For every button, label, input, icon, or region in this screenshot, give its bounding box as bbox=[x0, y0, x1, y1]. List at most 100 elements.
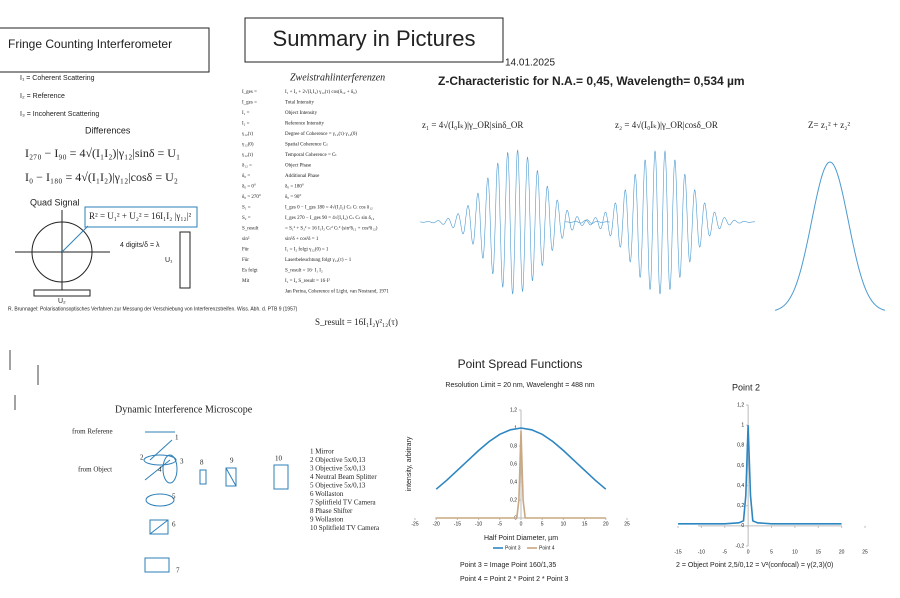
reference: R. Brunnagel: Polarisationsoptisches Ver… bbox=[8, 306, 298, 312]
x-axis-label: Half Point Diameter, µm bbox=[484, 535, 558, 542]
wollaston bbox=[225, 467, 237, 487]
part-label: 6 Wollaston bbox=[310, 490, 344, 498]
zwei-line: sin²δ + cos²δ = 1 bbox=[285, 236, 319, 242]
camera bbox=[144, 557, 170, 573]
title-box bbox=[244, 17, 504, 63]
wave-plots bbox=[419, 149, 886, 311]
microscope-title: Dynamic Interference Microscope bbox=[115, 404, 253, 415]
y-tick-label: -0,2 bbox=[736, 543, 745, 549]
y-tick-label: 0,8 bbox=[737, 443, 744, 449]
part-label: 9 Wollaston bbox=[310, 516, 344, 524]
zwei-line: Object Intensity bbox=[285, 111, 318, 116]
component-number: 9 bbox=[230, 457, 234, 465]
charts: Point Spread Functions Resolution Limit =… bbox=[406, 357, 868, 583]
x-tick-label: -15 bbox=[674, 549, 681, 555]
y-axis-label: intensity, arbitrary bbox=[406, 436, 413, 491]
zwei-line: Für bbox=[242, 248, 249, 253]
zwei-line: δ₀ = bbox=[242, 174, 250, 179]
zwei-line: S₁ = bbox=[242, 206, 251, 211]
zwei-line: I₂ = bbox=[242, 122, 250, 127]
series-line bbox=[435, 427, 607, 490]
zwei-line: I₁ = I₂ folgt γ₁₂(0) = 1 bbox=[285, 248, 329, 253]
zwei-line: I₁ = I₂ S_result = 16·I² bbox=[285, 278, 330, 284]
zwei-line: Mit bbox=[242, 279, 250, 284]
y-tick-label: 0,6 bbox=[510, 461, 517, 467]
zwei-line: = S₁² + S₂² = 16 I₁I₂ Cₛ² Cₜ² (sin²δ₁₂ +… bbox=[285, 226, 378, 232]
component-number: 1 bbox=[175, 434, 179, 442]
zwei-line: S₂ = bbox=[242, 216, 251, 221]
objective bbox=[143, 454, 177, 466]
zchar-title: Z-Characteristic for N.A.= 0,45, Wavelen… bbox=[438, 74, 745, 88]
zwei-line: I₁ = bbox=[242, 111, 250, 116]
x-tick-label: 25 bbox=[624, 521, 630, 527]
zwei-line: Degree of Coherence = γ₁₂(τ)·γ₁₂(0) bbox=[285, 132, 357, 137]
zwei-line: Temporal Coherence = Cₜ bbox=[285, 153, 337, 158]
part-label: 2 Objective 5x/0,13 bbox=[310, 456, 366, 464]
zwei-line: I₁ + I₂ + 2√(I₁I₂) γ₁₂(τ) cos(δ₁₂ + δ₀) bbox=[285, 89, 357, 95]
x-tick-label: 0 bbox=[747, 549, 750, 555]
zchar-label: Z= z₁² + z₂² bbox=[808, 120, 850, 130]
wave-packet bbox=[419, 149, 610, 295]
fringe-legend: I₃ = Incoherent Scattering bbox=[20, 111, 99, 118]
fringe-legend: I₂ = Reference bbox=[20, 93, 65, 100]
y-tick-label: 0,2 bbox=[510, 497, 517, 503]
x-tick-label: 25 bbox=[862, 549, 868, 555]
objective bbox=[145, 493, 175, 507]
zwei-line: γ₁₂(0) bbox=[242, 143, 254, 148]
legend-label: Point 4 bbox=[539, 545, 555, 551]
series-line bbox=[678, 425, 842, 525]
y-tick-label: 0,6 bbox=[737, 463, 744, 469]
x-tick-label: 0 bbox=[520, 521, 523, 527]
zwei-line: sin² bbox=[242, 236, 250, 242]
y-tick-label: 0,4 bbox=[737, 483, 744, 489]
zwei-title: Zweistrahlinterferenzen bbox=[290, 72, 385, 83]
x-tick-label: -25 bbox=[411, 521, 418, 527]
component-number: 3 bbox=[180, 458, 184, 466]
zwei-line: γ₁₂(τ) bbox=[242, 132, 253, 137]
component-number: 7 bbox=[176, 567, 180, 575]
zwei-line: Additional Phase bbox=[285, 174, 320, 179]
component-number: 2 bbox=[140, 454, 144, 462]
objective bbox=[162, 454, 178, 484]
beam-label: from Referene bbox=[72, 428, 113, 436]
part-label: 8 Phase Shifter bbox=[310, 507, 353, 515]
zwei-line: Laserbeleuchtung folgt γ₁₂(τ) ~ 1 bbox=[285, 258, 352, 263]
zwei-line: I_ges = bbox=[242, 90, 257, 95]
x-tick-label: 10 bbox=[792, 549, 798, 555]
zwei-line: I_ges 270 − I_ges 90 = 4√(I₁I₂) Cₛ Cₜ si… bbox=[285, 215, 375, 221]
wollaston bbox=[149, 519, 169, 535]
zwei-section: Zweistrahlinterferenzen S_result = 16I₁I… bbox=[242, 72, 398, 327]
zwei-line: δ₀ = 0° bbox=[242, 185, 256, 190]
annotation: Point 4 = Point 2 * Point 2 * Point 3 bbox=[460, 576, 568, 583]
annotation: 2 = Object Point 2,5/0,12 = V²(confocal)… bbox=[676, 562, 833, 569]
x-tick-label: 20 bbox=[603, 521, 609, 527]
legend-label: Point 3 bbox=[505, 545, 521, 551]
part-label: 10 Splitfield TV Camera bbox=[310, 524, 380, 532]
y-tick-label: 1,2 bbox=[737, 402, 744, 408]
y-tick-label: 0,8 bbox=[510, 443, 517, 449]
x-tick-label: -20 bbox=[433, 521, 440, 527]
x-tick-label: 15 bbox=[815, 549, 821, 555]
part-label: 3 Objective 5x/0,13 bbox=[310, 465, 366, 473]
part-label: 5 Objective 5x/0,13 bbox=[310, 482, 366, 490]
x-tick-label: 5 bbox=[770, 549, 773, 555]
zwei-line: Für bbox=[242, 258, 249, 263]
zwei-line: I_ges 0 − I_ges 180 = 4√(I₁I₂) Cₛ Cₜ cos… bbox=[285, 205, 373, 211]
chart-title: Point Spread Functions bbox=[458, 357, 583, 371]
zwei-line: S_result = 16· I₁ I₂ bbox=[285, 269, 323, 274]
zwei-line: δ₀ = 270° bbox=[242, 195, 261, 200]
x-tick-label: 20 bbox=[839, 549, 845, 555]
chart-title: Point 2 bbox=[732, 382, 760, 392]
r2-formula: R² = U₁² + U₂² = 16I₁I₂ |γ₁₂|² bbox=[89, 211, 191, 221]
mirror bbox=[149, 439, 173, 461]
u1-label: U₁ bbox=[165, 257, 173, 264]
x-tick-label: -5 bbox=[723, 549, 728, 555]
y-tick-label: 0 bbox=[741, 523, 744, 529]
zwei-line: δ₀ = 180° bbox=[285, 185, 304, 190]
part-label: 7 Splitfield TV Camera bbox=[310, 499, 377, 507]
zwei-line: Total Intensity bbox=[285, 101, 314, 106]
x-tick-label: -10 bbox=[475, 521, 482, 527]
gauss-curve bbox=[774, 161, 886, 311]
